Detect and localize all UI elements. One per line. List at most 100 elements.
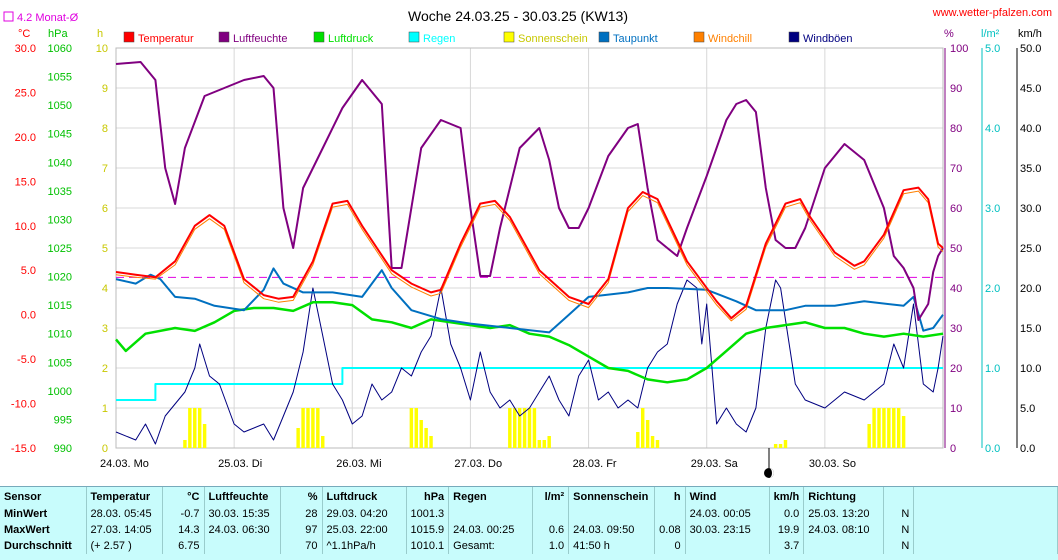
legend-swatch bbox=[218, 31, 230, 43]
stats-cell-time: 30.03. 15:35 bbox=[204, 506, 281, 522]
stats-cell-value: 19.9 bbox=[769, 522, 805, 538]
chart-title: Woche 24.03.25 - 30.03.25 (KW13) bbox=[408, 8, 628, 24]
sun-tick-label: 1 bbox=[102, 403, 108, 415]
legend-label: Taupunkt bbox=[613, 33, 658, 45]
sunshine-bar bbox=[419, 420, 423, 448]
legend-entry: Temperatur bbox=[123, 31, 194, 45]
stats-cell-time: 28.03. 05:45 bbox=[86, 506, 163, 522]
stats-header-label: Wind bbox=[685, 487, 770, 506]
sunshine-bar bbox=[783, 440, 788, 448]
sunshine-bar bbox=[655, 440, 660, 448]
stats-cell-value: 28 bbox=[280, 506, 323, 522]
stats-cell-value bbox=[532, 506, 570, 522]
sunshine-bar bbox=[321, 436, 325, 448]
statistics-panel: Sensor Temperatur °C Luftfeuchte% Luftdruck h… bbox=[0, 486, 1058, 560]
stats-cell-time: 24.03. 06:30 bbox=[204, 522, 281, 538]
stats-cell-value: 1015.9 bbox=[406, 522, 450, 538]
sunshine-bar bbox=[887, 408, 891, 448]
site-url: www.wetter-pfalzen.com bbox=[932, 7, 1052, 19]
sun-tick-label: 4 bbox=[102, 283, 108, 295]
wind-tick-label: 40.0 bbox=[1020, 123, 1041, 135]
legend-swatch bbox=[313, 31, 325, 43]
stats-cell-time: 25.03. 13:20 bbox=[803, 506, 885, 522]
stats-cell-value bbox=[654, 506, 686, 522]
avg-legend-label: 4.2 Monat-Ø bbox=[17, 12, 79, 24]
humidity-tick-label: 30 bbox=[950, 323, 962, 335]
wind-tick-label: 15.0 bbox=[1020, 323, 1041, 335]
temp-tick-label: 10.0 bbox=[15, 221, 36, 233]
sun-unit-label: h bbox=[97, 28, 103, 40]
humidity-tick-label: 70 bbox=[950, 163, 962, 175]
sunshine-bar bbox=[542, 440, 546, 448]
x-tick-label: 24.03. Mo bbox=[100, 458, 149, 470]
legend-entry: Sonnenschein bbox=[503, 31, 588, 45]
temp-tick-label: 25.0 bbox=[15, 87, 36, 99]
stats-cell-time: 24.03. 09:50 bbox=[568, 522, 656, 538]
humidity-tick-label: 90 bbox=[950, 83, 962, 95]
sun-tick-label: 10 bbox=[96, 43, 108, 55]
stats-cell-time: 24.03. 00:25 bbox=[448, 522, 534, 538]
stats-row-label: Durchschnitt bbox=[0, 538, 87, 554]
stats-cell-value: 0.08 bbox=[654, 522, 686, 538]
stats-cell-time: 30.03. 23:15 bbox=[685, 522, 770, 538]
stats-header-unit bbox=[883, 487, 915, 506]
temp-tick-label: 0.0 bbox=[21, 310, 36, 322]
stats-cell-value: 0.6 bbox=[532, 522, 570, 538]
stats-cell-value: N bbox=[883, 506, 915, 522]
legend: Temperatur Luftfeuchte Luftdruck Regen Sonne… bbox=[123, 31, 853, 45]
temp-unit-label: °C bbox=[18, 28, 30, 40]
legend-swatch bbox=[408, 31, 420, 43]
sunshine-bar bbox=[636, 432, 640, 448]
stats-header-unit: h bbox=[654, 487, 686, 506]
rain-tick-label: 2.0 bbox=[985, 283, 1000, 295]
legend-entry: Regen bbox=[408, 31, 455, 45]
x-tick-label: 29.03. Sa bbox=[691, 458, 739, 470]
rain-tick-label: 4.0 bbox=[985, 123, 1000, 135]
sunshine-bar bbox=[872, 408, 876, 448]
legend-entry: Taupunkt bbox=[598, 31, 658, 45]
moon-marker bbox=[764, 448, 774, 478]
pressure-tick-label: 1045 bbox=[48, 129, 72, 141]
axes: -15.0-10.0-5.00.05.010.015.020.025.030.0… bbox=[11, 43, 1042, 455]
pressure-tick-label: 990 bbox=[54, 443, 72, 455]
stats-header-label: Regen bbox=[448, 487, 534, 506]
humidity-tick-label: 40 bbox=[950, 283, 962, 295]
wind-tick-label: 35.0 bbox=[1020, 163, 1041, 175]
sunshine-bar bbox=[773, 444, 778, 448]
stats-cell-time bbox=[568, 506, 656, 522]
stats-row-label: MinWert bbox=[0, 506, 87, 522]
stats-header-unit: l/m² bbox=[532, 487, 570, 506]
legend-label: Luftfeuchte bbox=[233, 33, 287, 45]
sunshine-bar bbox=[901, 416, 906, 448]
stats-cell-value: N bbox=[883, 538, 915, 554]
stats-cell-value: -0.7 bbox=[162, 506, 205, 522]
pressure-tick-label: 1030 bbox=[48, 214, 72, 226]
sun-tick-label: 2 bbox=[102, 363, 108, 375]
stats-cell-time: 25.03. 22:00 bbox=[322, 522, 407, 538]
humidity-tick-label: 0 bbox=[950, 443, 956, 455]
pressure-tick-label: 1055 bbox=[48, 72, 72, 84]
sunshine-bar bbox=[645, 420, 650, 448]
wind-tick-label: 30.0 bbox=[1020, 203, 1041, 215]
sunshine-bar bbox=[508, 408, 512, 448]
sunshine-bar bbox=[877, 408, 881, 448]
pressure-tick-label: 1000 bbox=[48, 386, 72, 398]
statistics-table: Sensor Temperatur °C Luftfeuchte% Luftdruck h… bbox=[0, 487, 1058, 554]
stats-cell-time: ^1.1hPa/h bbox=[322, 538, 407, 554]
temp-tick-label: 20.0 bbox=[15, 132, 36, 144]
stats-cell-time bbox=[204, 538, 281, 554]
pressure-tick-label: 1005 bbox=[48, 357, 72, 369]
sunshine-bar bbox=[429, 436, 433, 448]
wind-tick-label: 10.0 bbox=[1020, 363, 1041, 375]
legend-entry: Windchill bbox=[693, 31, 752, 45]
sunshine-bar bbox=[867, 424, 871, 448]
series-line-temperatur bbox=[115, 186, 944, 320]
humidity-tick-label: 60 bbox=[950, 203, 962, 215]
avg-legend-box bbox=[3, 11, 14, 22]
legend-swatch bbox=[788, 31, 800, 43]
series-line-luftdruck bbox=[115, 301, 944, 384]
stats-header-unit: % bbox=[280, 487, 323, 506]
wind-tick-label: 0.0 bbox=[1020, 443, 1035, 455]
sunshine-bar bbox=[183, 440, 187, 448]
pressure-tick-label: 1035 bbox=[48, 186, 72, 198]
